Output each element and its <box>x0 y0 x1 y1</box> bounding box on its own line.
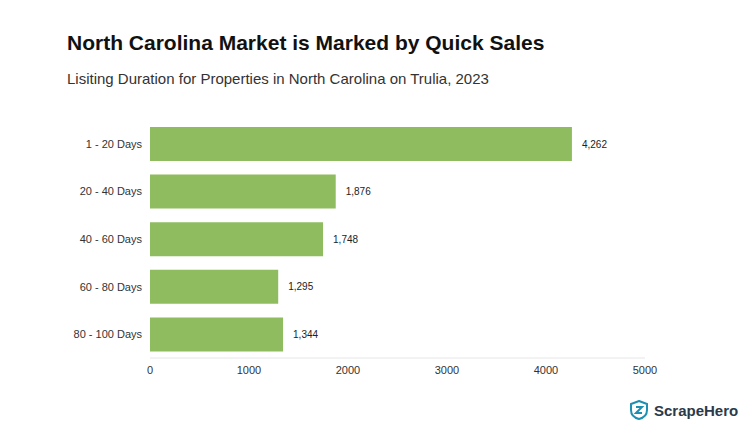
svg-text:4000: 4000 <box>534 364 558 376</box>
svg-text:4,262: 4,262 <box>582 139 607 150</box>
svg-text:20 - 40 Days: 20 - 40 Days <box>80 185 143 197</box>
svg-text:1,748: 1,748 <box>333 234 358 245</box>
svg-text:1,876: 1,876 <box>346 186 371 197</box>
svg-text:60 - 80 Days: 60 - 80 Days <box>80 281 143 293</box>
svg-text:1,295: 1,295 <box>288 281 313 292</box>
html-text:North Carolina Market is Marke: North Carolina Market is Marked by Quick… <box>67 31 545 54</box>
svg-text:5000: 5000 <box>633 364 657 376</box>
html-text:ScrapeHero: ScrapeHero <box>654 401 739 419</box>
svg-text:1,344: 1,344 <box>293 329 318 340</box>
svg-text:0: 0 <box>147 364 153 376</box>
html-text:Lisiting Duration for Properti: Lisiting Duration for Properties in Nort… <box>67 70 489 87</box>
svg-text:40 - 60 Days: 40 - 60 Days <box>80 233 143 245</box>
svg-text:1000: 1000 <box>237 364 261 376</box>
svg-text:1 - 20 Days: 1 - 20 Days <box>86 138 143 150</box>
svg-text:2000: 2000 <box>336 364 360 376</box>
svg-text:80 - 100 Days: 80 - 100 Days <box>74 328 143 340</box>
svg-text:3000: 3000 <box>435 364 459 376</box>
